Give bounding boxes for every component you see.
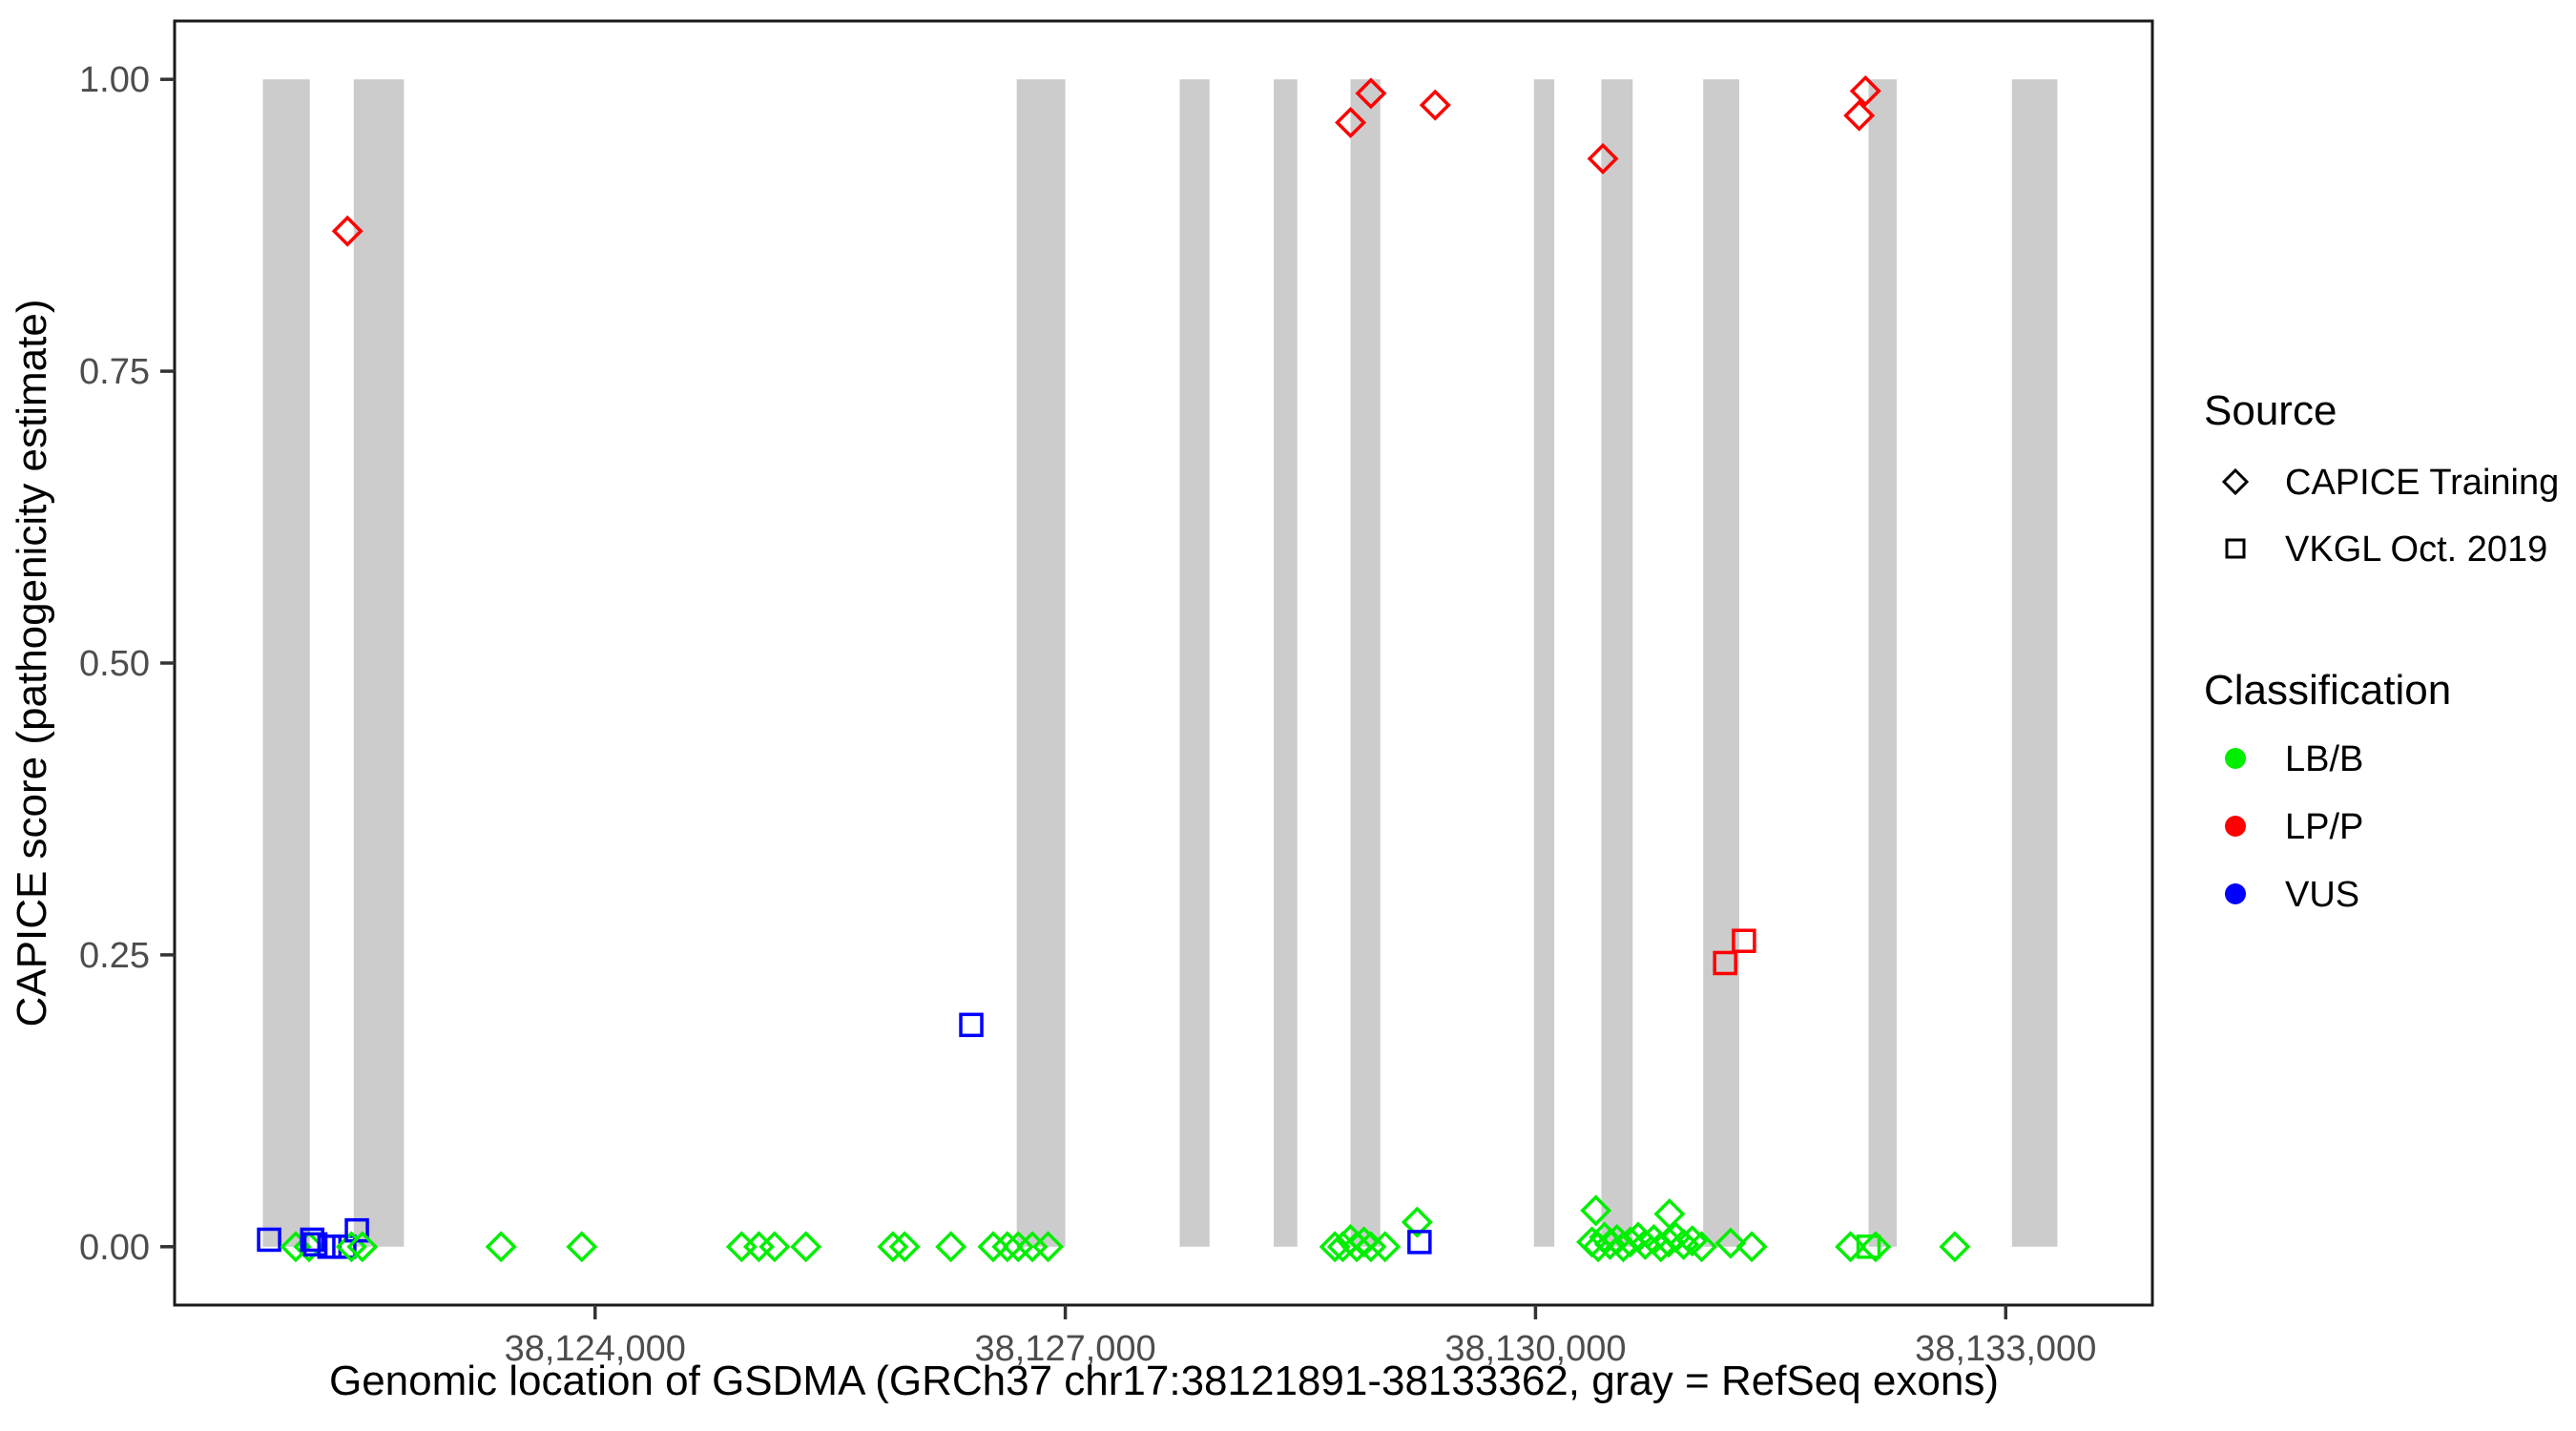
exon-bar [1868, 79, 1898, 1247]
x-tick-label: 38,127,000 [974, 1329, 1155, 1369]
x-axis: 38,124,000 38,127,000 38,130,000 38,133,000 [505, 1305, 2096, 1369]
x-tick-label: 38,124,000 [505, 1329, 686, 1369]
data-point-diamond [1319, 1231, 1351, 1263]
data-point-diamond [1686, 1231, 1718, 1263]
data-point-square [1856, 1234, 1881, 1259]
data-point-diamond [1587, 142, 1619, 175]
data-point-diamond [1939, 1231, 1971, 1263]
legend-diamond-icon [2221, 467, 2250, 496]
data-point-square [1713, 950, 1737, 976]
data-point-diamond [346, 1231, 379, 1263]
data-point-square [1732, 928, 1756, 953]
data-point-diamond [1002, 1231, 1034, 1263]
legend-square-icon [2225, 538, 2246, 559]
data-point-diamond [1369, 1231, 1402, 1263]
data-point-diamond [1340, 1231, 1373, 1263]
legend-source-items: CAPICE Training VKGL Oct. 2019 [2221, 463, 2559, 570]
data-point-diamond [485, 1231, 517, 1263]
y-tick-label: 0.75 [79, 352, 150, 392]
data-point-diamond [1668, 1228, 1700, 1260]
data-point-diamond [1714, 1227, 1747, 1259]
data-point-diamond [977, 1231, 1009, 1263]
legend-classification-item-label: LB/B [2285, 739, 2363, 779]
legend-color-dot-icon [2225, 748, 2246, 769]
data-points [257, 74, 1971, 1263]
data-point-diamond [790, 1231, 822, 1263]
data-point-diamond [1735, 1231, 1768, 1263]
data-point-square [302, 1232, 328, 1257]
y-axis: 0.00 0.25 0.50 0.75 1.00 [79, 60, 175, 1268]
plot-panel [173, 19, 2154, 1307]
legend-source-item-label: CAPICE Training [2285, 463, 2559, 503]
panel-border [173, 19, 2154, 1307]
data-point-diamond [1355, 1231, 1387, 1263]
legend: Source CAPICE Training VKGL Oct. 2019 Cla… [2204, 387, 2559, 915]
data-point-diamond [1032, 1231, 1064, 1263]
data-point-diamond [1580, 1194, 1612, 1227]
y-tick-label: 0.25 [79, 936, 150, 976]
data-point-square [257, 1227, 281, 1253]
y-tick-label: 1.00 [79, 60, 150, 100]
legend-classification-items: LB/B LP/P VUS [2225, 739, 2363, 915]
data-point-diamond [935, 1231, 967, 1263]
data-point-diamond [877, 1231, 909, 1263]
exon-bar [2011, 79, 2058, 1247]
data-point-diamond [1645, 1231, 1677, 1263]
legend-classification-item-label: VUS [2285, 875, 2359, 915]
data-point-diamond [1843, 99, 1876, 132]
data-point-diamond [1348, 1226, 1381, 1258]
y-tick-label: 0.00 [79, 1228, 150, 1268]
exon-bar [1274, 79, 1298, 1247]
legend-source-title: Source [2204, 387, 2337, 434]
exon-bar [353, 79, 405, 1247]
exon-bar [1016, 79, 1066, 1247]
y-tick-label: 0.50 [79, 644, 150, 684]
exon-bar [1601, 79, 1633, 1247]
data-point-diamond [566, 1231, 598, 1263]
data-point-diamond [1419, 89, 1451, 121]
legend-classification-title: Classification [2204, 667, 2451, 714]
data-point-diamond [991, 1231, 1024, 1263]
data-point-square [332, 1234, 357, 1259]
data-point-diamond [888, 1231, 921, 1263]
y-axis-title: CAPICE score (pathogenicity estimate) [9, 300, 55, 1027]
data-point-diamond [1401, 1206, 1433, 1238]
legend-source-item-label: VKGL Oct. 2019 [2285, 529, 2547, 570]
data-point-diamond [1859, 1231, 1892, 1263]
x-axis-title: Genomic location of GSDMA (GRCh37 chr17:… [329, 1358, 1999, 1404]
exon-bar [1703, 79, 1739, 1247]
x-tick-label: 38,130,000 [1444, 1329, 1626, 1369]
data-point-diamond [1849, 74, 1881, 107]
data-point-square [959, 1012, 984, 1038]
data-point-diamond [1676, 1225, 1709, 1257]
data-point-diamond [758, 1231, 791, 1263]
data-point-square [1407, 1230, 1432, 1255]
refseq-exon-bars [262, 79, 2058, 1247]
exon-bar [1533, 79, 1555, 1247]
x-tick-label: 38,133,000 [1915, 1329, 2096, 1369]
data-point-diamond [331, 215, 364, 247]
data-point-square [300, 1227, 324, 1253]
data-point-diamond [1335, 106, 1367, 138]
exon-bar [1179, 79, 1210, 1247]
exon-bar [1350, 79, 1381, 1247]
data-point-diamond [1653, 1198, 1686, 1231]
data-point-diamond [1355, 77, 1387, 110]
legend-classification-item-label: LP/P [2285, 807, 2363, 847]
legend-color-dot-icon [2225, 883, 2246, 904]
legend-color-dot-icon [2225, 816, 2246, 837]
exon-bar [262, 79, 310, 1247]
